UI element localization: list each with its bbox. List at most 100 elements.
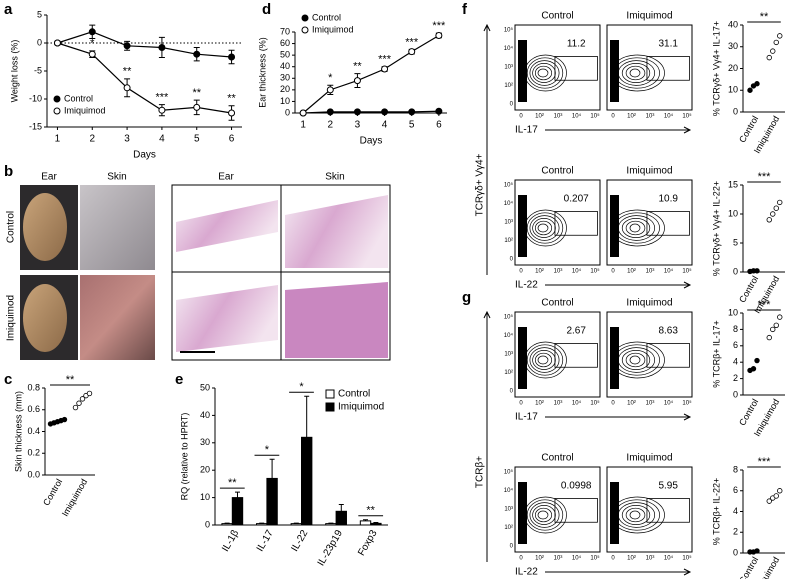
contour bbox=[617, 502, 656, 528]
contour bbox=[529, 60, 560, 86]
flow-x-tick: 0 bbox=[611, 401, 615, 407]
contour bbox=[524, 341, 567, 379]
contour bbox=[621, 350, 651, 370]
contour bbox=[534, 507, 553, 523]
panel-label: a bbox=[4, 1, 13, 18]
series-line bbox=[302, 34, 440, 114]
point bbox=[754, 548, 760, 554]
y-tick-label: 0 bbox=[205, 519, 210, 529]
legend-marker bbox=[53, 95, 61, 103]
series-line bbox=[57, 31, 232, 58]
contour bbox=[629, 510, 641, 520]
marker bbox=[88, 50, 96, 58]
flow-events bbox=[518, 195, 527, 257]
point bbox=[76, 400, 82, 406]
flow-title: Control bbox=[541, 11, 573, 22]
y-tick-label: 15 bbox=[728, 179, 738, 189]
contour bbox=[526, 344, 564, 376]
flow-y-tick: 10⁴ bbox=[504, 45, 514, 52]
legend-label: Control bbox=[338, 389, 370, 400]
column-header: Ear bbox=[41, 172, 57, 183]
x-tick-label: 4 bbox=[159, 134, 165, 145]
flow-y-tick: 0 bbox=[510, 257, 514, 263]
y-tick-label: 4 bbox=[733, 357, 738, 367]
flow-y-label: TCRβ+ bbox=[475, 456, 486, 488]
contour bbox=[617, 347, 656, 373]
marker bbox=[326, 108, 334, 116]
point bbox=[770, 48, 776, 54]
marker bbox=[88, 28, 96, 36]
point bbox=[750, 366, 757, 372]
column-header: Skin bbox=[107, 172, 126, 183]
point bbox=[773, 39, 779, 46]
flow-x-tick: 0 bbox=[519, 556, 523, 562]
flow-x-tick: 10⁴ bbox=[572, 268, 582, 275]
significance: *** bbox=[405, 36, 419, 48]
y-tick-label: 0 bbox=[733, 389, 738, 399]
flow-title: Control bbox=[541, 298, 573, 309]
contour bbox=[625, 65, 646, 81]
y-tick-label: 30 bbox=[200, 437, 210, 447]
significance: ** bbox=[353, 61, 362, 73]
axis-arrow bbox=[483, 23, 491, 275]
gate bbox=[554, 343, 598, 368]
marker bbox=[353, 108, 361, 116]
flow-box bbox=[606, 179, 693, 266]
x-tick-label: Foxp3 bbox=[356, 528, 380, 558]
point bbox=[766, 334, 772, 341]
contour bbox=[625, 352, 646, 368]
column-header: Ear bbox=[218, 172, 234, 183]
contour bbox=[614, 57, 660, 89]
x-axis-label: Days bbox=[133, 150, 156, 161]
flow-x-tick: 10⁴ bbox=[664, 113, 674, 120]
point bbox=[754, 357, 760, 364]
marker bbox=[193, 50, 201, 58]
flow-x-tick: 10³ bbox=[646, 401, 655, 407]
y-tick-label: 40 bbox=[728, 19, 738, 29]
legend-swatch bbox=[325, 402, 335, 412]
flow-x-tick: 10⁵ bbox=[682, 555, 692, 562]
gate-value: 5.95 bbox=[658, 480, 678, 491]
contour bbox=[526, 499, 564, 531]
point bbox=[766, 498, 772, 504]
bar bbox=[370, 522, 382, 526]
significance: ** bbox=[227, 93, 236, 105]
point bbox=[72, 404, 79, 411]
flow-x-tick: 10³ bbox=[554, 401, 563, 407]
flow-y-tick: 10⁵ bbox=[504, 182, 514, 189]
contour bbox=[610, 54, 665, 92]
contour bbox=[537, 355, 549, 365]
flow-y-tick: 0 bbox=[510, 389, 514, 395]
panel-label: f bbox=[462, 1, 468, 18]
contour bbox=[610, 496, 665, 534]
bar bbox=[290, 523, 302, 526]
flow-y-tick: 10³ bbox=[504, 65, 513, 71]
point bbox=[770, 211, 776, 217]
x-tick-label: 3 bbox=[355, 120, 361, 131]
y-tick-label: 8 bbox=[733, 324, 738, 334]
flow-x-tick: 10⁴ bbox=[572, 113, 582, 120]
contour bbox=[621, 505, 651, 525]
gate bbox=[554, 56, 598, 81]
y-axis-label: % TCRβ+ IL-22+ bbox=[711, 478, 721, 546]
contour bbox=[537, 223, 549, 233]
flow-y-tick: 10² bbox=[504, 238, 513, 244]
error-bar bbox=[373, 522, 379, 524]
y-tick-label: 0 bbox=[733, 266, 738, 276]
marker bbox=[408, 108, 416, 116]
y-tick-label: 2 bbox=[733, 373, 738, 383]
flow-y-tick: 10² bbox=[504, 83, 513, 89]
legend-label: Control bbox=[312, 12, 341, 22]
bar bbox=[231, 497, 244, 526]
gate bbox=[554, 498, 598, 523]
y-axis-label: Weight loss (%) bbox=[9, 40, 19, 103]
bar bbox=[221, 523, 233, 526]
y-tick-label: 0 bbox=[285, 107, 290, 117]
x-tick-label: IL-23p19 bbox=[316, 528, 345, 568]
flow-y-tick: 10⁵ bbox=[504, 314, 514, 321]
point bbox=[766, 54, 772, 61]
x-tick-label: 1 bbox=[55, 134, 61, 145]
y-tick-label: -15 bbox=[29, 121, 42, 131]
flow-box bbox=[606, 311, 693, 398]
contour bbox=[614, 499, 660, 531]
